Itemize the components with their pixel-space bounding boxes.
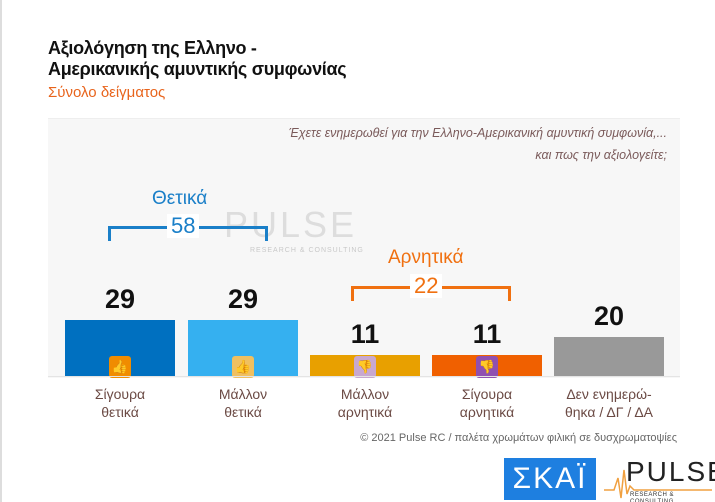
- category-line: αρνητικά: [459, 404, 515, 420]
- pulse-logo-text: PULSE: [626, 456, 715, 487]
- value-label: 29: [227, 284, 259, 315]
- skai-logo: ΣΚΑΪ: [504, 458, 596, 500]
- pulse-logo: PULSE RESEARCH & CONSULTING: [604, 456, 715, 502]
- pulse-watermark: PULSE RESEARCH & CONSULTING: [224, 206, 364, 255]
- pulse-logo-graphic: [604, 469, 712, 499]
- watermark-name: PULSE: [224, 204, 358, 245]
- category-line: θηκα / ΔΓ / ΔΑ: [564, 404, 654, 420]
- category-line: Σίγουρα: [94, 386, 146, 402]
- bar: [554, 337, 664, 376]
- category-label: Μάλλον θετικά: [178, 385, 308, 421]
- copyright-footer: © 2021 Pulse RC / παλέτα χρωμάτων φιλική…: [360, 432, 677, 444]
- category-line: Δεν ενημερώ-: [566, 386, 652, 402]
- chart-title: Αξιολόγηση της Ελληνο - Αμερικανικής αμυ…: [48, 38, 347, 79]
- category-line: θετικά: [224, 404, 262, 420]
- category-label: Μάλλον αρνητικά: [300, 385, 430, 421]
- double-thumbs-up-icon: 👍: [109, 356, 131, 378]
- watermark-tag: RESEARCH & CONSULTING: [250, 247, 364, 254]
- baseline: [48, 376, 680, 377]
- category-label: Σίγουρα θετικά: [55, 385, 185, 421]
- question-line-2: και πως την αξιολογείτε;: [535, 148, 667, 162]
- category-line: Μάλλον: [340, 386, 390, 402]
- group-label: Θετικά: [152, 188, 208, 209]
- group-label: Αρνητικά: [388, 247, 464, 268]
- pulse-logo-tag: RESEARCH & CONSULTING: [630, 492, 675, 502]
- category-label: Σίγουρα αρνητικά: [422, 385, 552, 421]
- category-line: θετικά: [101, 404, 139, 420]
- category-line: αρνητικά: [337, 404, 393, 420]
- value-label: 11: [472, 318, 502, 349]
- chart-subtitle: Σύνολο δείγματος: [48, 84, 166, 101]
- group-total: 22: [410, 274, 443, 298]
- value-label: 20: [593, 301, 625, 332]
- thumb-down-icon: 👎: [354, 356, 376, 378]
- value-label: 11: [350, 318, 380, 349]
- category-label: Δεν ενημερώ-θηκα / ΔΓ / ΔΑ: [544, 385, 674, 421]
- question-text: Έχετε ενημερωθεί για την Ελληνο-Αμερικαν…: [289, 122, 667, 166]
- question-line-1: Έχετε ενημερωθεί για την Ελληνο-Αμερικαν…: [288, 126, 667, 140]
- thumb-up-icon: 👍: [232, 356, 254, 378]
- double-thumbs-down-icon: 👎: [476, 356, 498, 378]
- group-total: 58: [167, 214, 200, 238]
- category-line: Σίγουρα: [461, 386, 513, 402]
- category-line: Μάλλον: [218, 386, 268, 402]
- value-label: 29: [104, 284, 136, 315]
